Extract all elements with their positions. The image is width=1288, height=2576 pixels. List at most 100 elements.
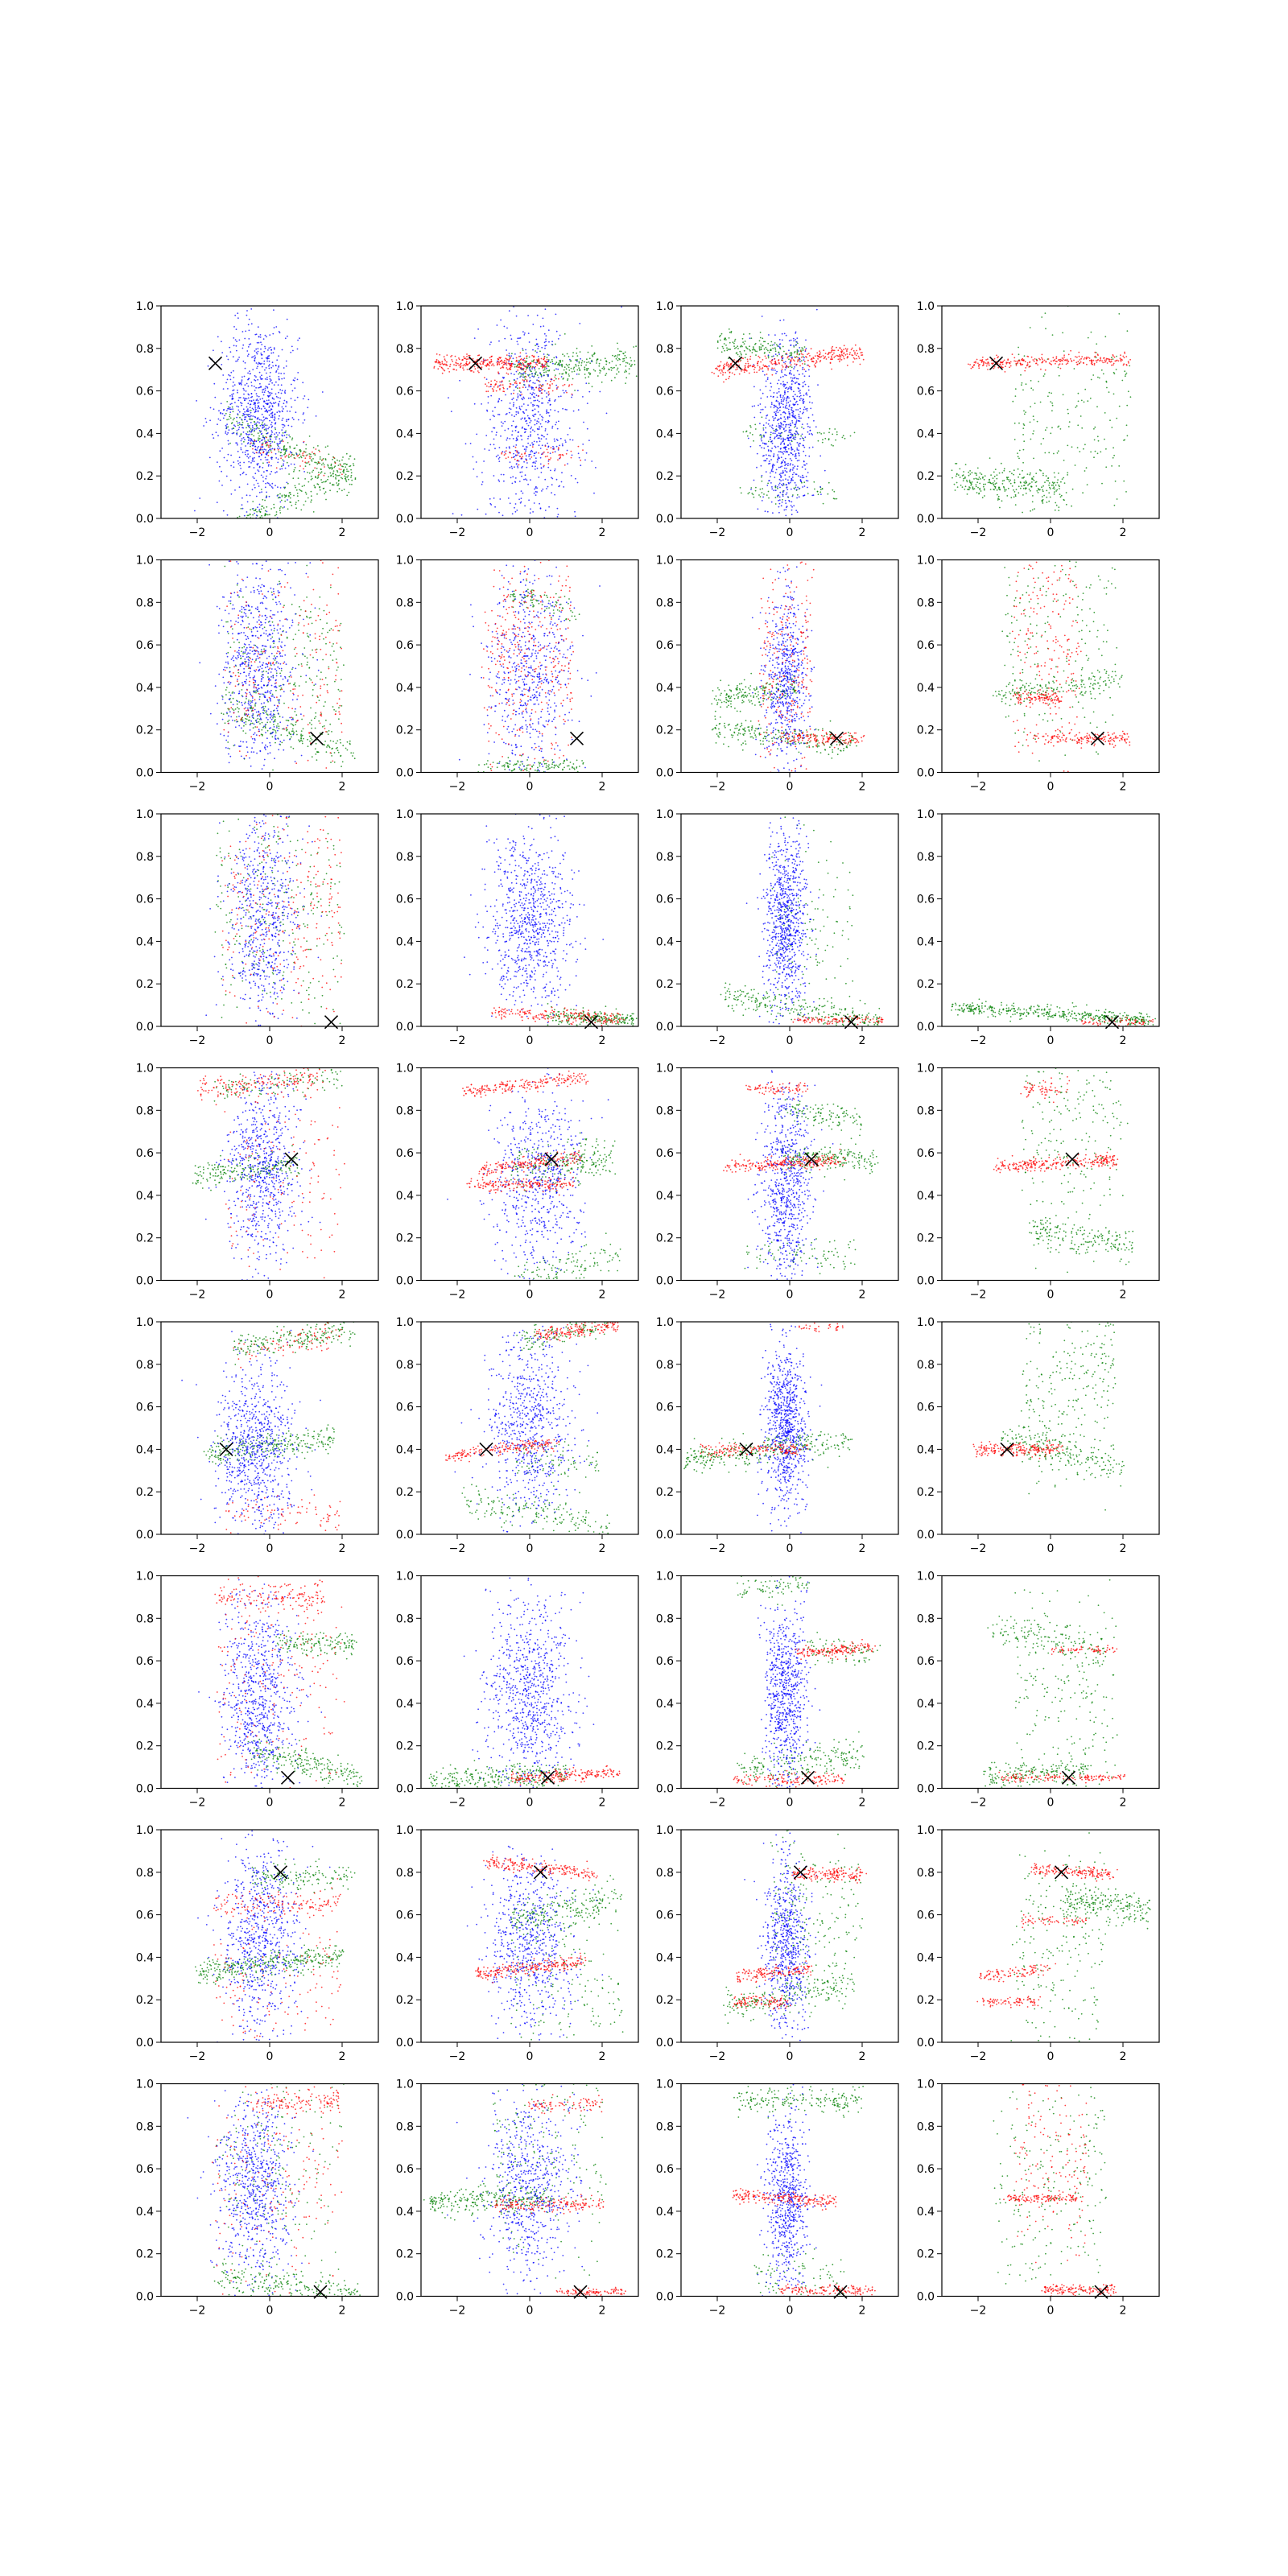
red-point xyxy=(447,367,449,369)
red-point xyxy=(537,361,539,363)
blue-point xyxy=(250,343,252,345)
green-point xyxy=(956,486,959,488)
red-point xyxy=(852,357,855,359)
blue-point xyxy=(247,397,250,399)
blue-point xyxy=(534,423,536,426)
red-point xyxy=(493,365,495,367)
green-point xyxy=(955,475,957,477)
blue-point xyxy=(246,398,248,400)
blue-point xyxy=(244,337,246,340)
red-point xyxy=(1104,359,1106,361)
green-point xyxy=(295,486,297,489)
blue-point xyxy=(794,366,795,368)
blue-point xyxy=(554,400,555,402)
green-point xyxy=(315,461,317,464)
blue-point xyxy=(209,407,212,409)
blue-point xyxy=(776,461,778,463)
blue-point xyxy=(791,409,792,411)
blue-point xyxy=(516,510,518,511)
red-point xyxy=(464,357,466,360)
green-point xyxy=(951,469,953,472)
blue-point xyxy=(531,465,534,468)
blue-point xyxy=(795,339,796,341)
blue-point xyxy=(519,394,521,396)
blue-point xyxy=(522,398,524,401)
blue-point xyxy=(790,424,792,427)
blue-point xyxy=(537,411,539,413)
red-point xyxy=(724,365,725,368)
red-point xyxy=(776,363,778,365)
red-point xyxy=(267,444,269,447)
green-point xyxy=(339,463,341,465)
red-point xyxy=(501,362,503,365)
blue-point xyxy=(303,471,305,473)
red-point xyxy=(839,357,841,360)
blue-point xyxy=(509,502,511,505)
red-point xyxy=(724,371,726,374)
blue-point xyxy=(229,403,232,406)
red-point xyxy=(1067,362,1069,365)
blue-point xyxy=(784,406,786,407)
red-point xyxy=(526,355,528,357)
green-point xyxy=(286,448,287,450)
green-point xyxy=(966,481,968,483)
blue-point xyxy=(258,405,259,407)
blue-point xyxy=(254,410,257,412)
green-point xyxy=(336,469,338,472)
blue-point xyxy=(793,345,795,347)
green-point xyxy=(803,346,806,348)
red-point xyxy=(1001,366,1003,369)
blue-point xyxy=(782,423,784,426)
green-point xyxy=(791,366,793,369)
blue-point xyxy=(270,392,273,394)
blue-point xyxy=(538,400,540,402)
green-point xyxy=(565,373,567,374)
red-point xyxy=(531,354,534,357)
green-point xyxy=(729,349,730,350)
blue-point xyxy=(757,508,759,510)
blue-point xyxy=(226,514,229,516)
blue-point xyxy=(294,377,296,379)
blue-point xyxy=(493,427,494,429)
blue-point xyxy=(542,416,544,419)
red-point xyxy=(477,370,479,372)
blue-point xyxy=(270,433,273,436)
green-point xyxy=(336,459,338,461)
blue-point xyxy=(302,382,304,384)
blue-point xyxy=(521,405,523,407)
blue-point xyxy=(621,306,622,308)
blue-point xyxy=(802,486,803,488)
blue-point xyxy=(250,462,252,464)
green-point xyxy=(1019,481,1022,483)
blue-point xyxy=(579,323,581,324)
red-point xyxy=(485,390,488,393)
blue-point xyxy=(236,349,237,352)
blue-point xyxy=(532,382,535,384)
blue-point xyxy=(506,349,507,351)
blue-point xyxy=(516,399,518,401)
blue-point xyxy=(234,314,237,316)
red-point xyxy=(564,383,566,386)
red-point xyxy=(509,452,511,454)
green-point xyxy=(350,469,352,471)
blue-point xyxy=(274,413,276,415)
blue-point xyxy=(544,430,547,431)
blue-point xyxy=(508,354,510,357)
blue-point xyxy=(787,448,790,450)
red-point xyxy=(472,357,474,360)
green-point xyxy=(774,349,777,350)
green-point xyxy=(296,495,299,497)
blue-point xyxy=(263,360,266,362)
green-point xyxy=(734,347,736,349)
blue-point xyxy=(258,491,261,493)
blue-point xyxy=(786,418,789,420)
green-point xyxy=(275,428,277,431)
blue-point xyxy=(781,332,783,335)
blue-point xyxy=(490,504,493,506)
blue-point xyxy=(489,419,491,421)
green-point xyxy=(239,423,241,426)
blue-point xyxy=(525,409,527,411)
blue-point xyxy=(509,467,511,469)
green-point xyxy=(308,453,311,455)
red-point xyxy=(510,365,513,367)
